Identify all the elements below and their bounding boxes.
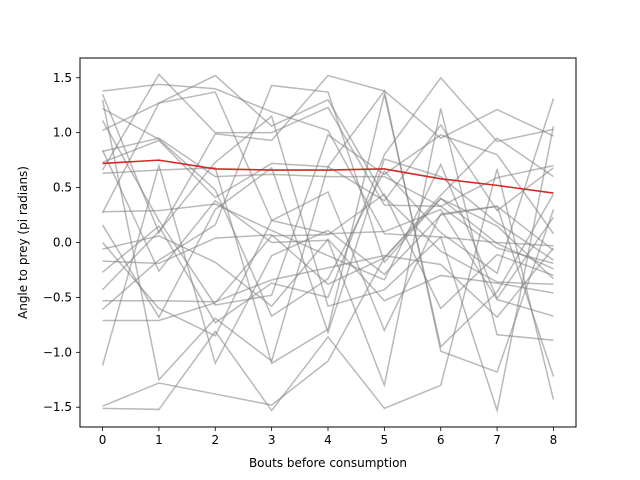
y-axis-ticks: −1.5 −1.0 −0.5 0.0 0.5 1.0 1.5 — [43, 71, 80, 414]
trial-line-18 — [102, 247, 555, 319]
trial-line-7 — [102, 137, 554, 265]
trial-line-17 — [102, 114, 555, 414]
trial-line-10 — [102, 94, 555, 365]
x-axis-ticks: 0 1 2 3 4 5 6 7 8 — [99, 427, 558, 447]
y-tick-label: 0.5 — [53, 181, 72, 195]
x-tick-label: 4 — [324, 433, 332, 447]
trial-line-21 — [101, 162, 554, 366]
mean-line — [102, 159, 554, 194]
x-tick-label: 1 — [155, 433, 163, 447]
trial-line-22 — [102, 197, 554, 407]
series-lines — [101, 73, 555, 414]
x-tick-label: 8 — [550, 433, 558, 447]
y-tick-label: −1.0 — [43, 345, 72, 359]
y-tick-label: −1.5 — [43, 400, 72, 414]
x-tick-label: 7 — [493, 433, 501, 447]
x-tick-label: 0 — [99, 433, 107, 447]
x-tick-label: 2 — [211, 433, 219, 447]
trial-line-8 — [102, 123, 554, 212]
y-tick-label: −0.5 — [43, 290, 72, 304]
x-axis-label: Bouts before consumption — [249, 456, 407, 470]
trial-line-20 — [102, 193, 554, 322]
trial-line-24 — [101, 108, 554, 388]
x-tick-label: 6 — [437, 433, 445, 447]
trial-line-23 — [102, 168, 555, 412]
y-tick-label: 1.5 — [53, 71, 72, 85]
x-tick-label: 5 — [381, 433, 389, 447]
y-axis-label: Angle to prey (pi radians) — [16, 166, 30, 319]
trial-line-25 — [101, 158, 554, 335]
y-tick-label: 1.0 — [53, 126, 72, 140]
x-tick-label: 3 — [268, 433, 276, 447]
trial-line-15 — [102, 137, 554, 286]
trial-line-14 — [102, 235, 554, 308]
trial-line-16 — [102, 76, 554, 324]
y-tick-label: 0.0 — [53, 236, 72, 250]
trial-line-12 — [101, 91, 554, 317]
trial-line-9 — [101, 73, 554, 208]
plot-area — [79, 57, 577, 428]
